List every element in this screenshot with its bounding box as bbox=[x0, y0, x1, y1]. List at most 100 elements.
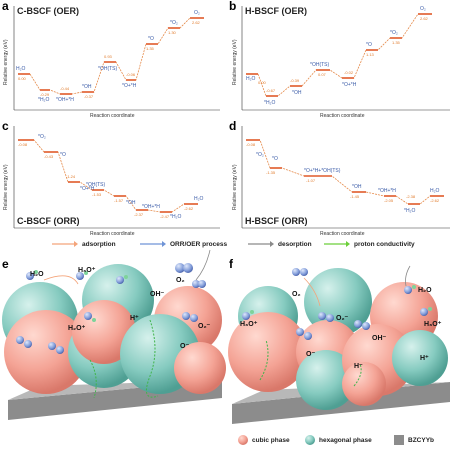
svg-text:-0.37: -0.37 bbox=[84, 94, 94, 99]
scene-f-molecules bbox=[242, 268, 432, 340]
svg-text:-2.47: -2.47 bbox=[160, 214, 170, 219]
panel-d-values: -0.08 -1.35 -1.07 -1.45 -2.05 -2.38 -2.6… bbox=[246, 142, 440, 203]
panel-c-state-7: *H₂O bbox=[170, 214, 181, 220]
svg-text:proton conductivity: proton conductivity bbox=[354, 241, 415, 248]
scene-e-label: O₂ bbox=[176, 277, 185, 284]
svg-text:-0.08: -0.08 bbox=[246, 142, 256, 147]
scene-e: e H₂O H₃O⁺ O₂ bbox=[2, 249, 226, 420]
panel-d-state-4: *OH bbox=[352, 184, 362, 190]
svg-text:2.62: 2.62 bbox=[420, 16, 429, 21]
panel-letter-a: a bbox=[2, 0, 9, 13]
panel-c-state-8: H₂O bbox=[194, 196, 204, 202]
panel-letter-b: b bbox=[229, 0, 236, 13]
svg-text:-1.45: -1.45 bbox=[350, 194, 360, 199]
svg-text:BZCYYb: BZCYYb bbox=[408, 437, 434, 444]
scene-f-adsorption-arrow bbox=[303, 277, 321, 307]
panel-c-xlabel: Reaction coordinate bbox=[90, 231, 135, 237]
panel-d-state-2: *O bbox=[272, 156, 278, 162]
scene-e-label: H⁺ bbox=[130, 315, 139, 322]
panel-a-state-3: *OH+*H bbox=[56, 97, 74, 103]
svg-text:-0.67: -0.67 bbox=[266, 88, 276, 93]
scene-e-o2 bbox=[175, 263, 185, 273]
panel-c: c C-BSCF (ORR) Relative energy (eV) Reac… bbox=[2, 119, 220, 237]
scene-f-label: H₂O bbox=[418, 287, 432, 294]
scene-f-proton-path bbox=[353, 363, 362, 387]
scene-e-proton-path bbox=[145, 319, 159, 398]
panel-d-state-6: *H₂O bbox=[404, 208, 415, 214]
panel-b-energy-path bbox=[246, 13, 432, 97]
svg-text:-1.35: -1.35 bbox=[266, 170, 276, 175]
scene-f-label: H₃O⁺ bbox=[240, 321, 258, 328]
panel-b-ylabel: Relative energy (eV) bbox=[232, 39, 238, 85]
panel-letter-e: e bbox=[2, 257, 9, 271]
svg-text:-0.44: -0.44 bbox=[60, 86, 70, 91]
panel-d: d H-BSCF (ORR) Relative energy (eV) Reac… bbox=[229, 119, 450, 237]
panel-letter-f: f bbox=[229, 257, 234, 271]
scene-f-label: OH⁻ bbox=[372, 335, 387, 342]
scene-e-desorption-arrow bbox=[195, 249, 211, 281]
panel-d-ylabel: Relative energy (eV) bbox=[232, 164, 238, 210]
panel-d-state-3: *O+*H+*OH(TS) bbox=[304, 168, 341, 174]
svg-text:-0.08: -0.08 bbox=[18, 142, 28, 147]
scene-e-label: H₂O bbox=[30, 271, 44, 278]
svg-text:-0.06: -0.06 bbox=[126, 72, 136, 77]
scene-f-cubic-sphere bbox=[342, 362, 386, 406]
phase-legend: cubic phase hexagonal phase BZCYYb bbox=[238, 435, 434, 445]
svg-text:ORR/OER process: ORR/OER process bbox=[170, 241, 227, 248]
scene-e-cubic-sphere bbox=[174, 342, 226, 394]
panel-a-state-5: *OH(TS) bbox=[98, 66, 118, 72]
scene-f-label: O₂ bbox=[292, 291, 301, 298]
panel-b-state-6: *O bbox=[366, 42, 372, 48]
scene-f-label: O₂⁻ bbox=[336, 315, 349, 322]
panel-a-state-9: O₂ bbox=[194, 10, 200, 16]
svg-text:-2.62: -2.62 bbox=[430, 198, 440, 203]
legend-desorption: desorption bbox=[248, 241, 312, 248]
panel-b-xlabel: Reaction coordinate bbox=[320, 113, 365, 119]
panel-a: a C-BSCF (OER) Relative energy (eV) Reac… bbox=[2, 0, 220, 119]
panel-a-values: 0.00 -0.29 -0.44 -0.37 0.93 -0.06 1.35 1… bbox=[18, 20, 201, 99]
scene-e-label: O⁻ bbox=[180, 343, 189, 350]
svg-text:-0.39: -0.39 bbox=[290, 78, 300, 83]
legend-orr-oer: ORR/OER process bbox=[140, 241, 227, 248]
panel-b-levels bbox=[246, 13, 432, 97]
panel-d-levels bbox=[246, 139, 444, 205]
panel-b-state-8: O₂ bbox=[420, 6, 426, 12]
scene-e-label: O₂⁻ bbox=[198, 323, 211, 330]
svg-text:1.35: 1.35 bbox=[146, 46, 155, 51]
panel-c-state-2: *O bbox=[60, 152, 66, 158]
panel-a-state-2: *H₂O bbox=[38, 97, 49, 103]
panel-a-xlabel: Reaction coordinate bbox=[90, 113, 135, 119]
scene-f: f O₂ H₂O H₃O⁺ O₂⁻ O⁻ OH⁻ H₃O⁺ H⁺ bbox=[228, 257, 450, 424]
scene-e-label: H₃O⁺ bbox=[78, 267, 96, 274]
panel-b-values: 0.00 -0.67 -0.39 0.07 -0.02 1.13 1.35 2.… bbox=[258, 16, 429, 93]
svg-text:-1.24: -1.24 bbox=[66, 174, 76, 179]
svg-text:-0.43: -0.43 bbox=[44, 154, 54, 159]
panel-d-state-7: H₂O bbox=[430, 188, 440, 194]
panel-a-levels bbox=[18, 17, 204, 95]
svg-text:-1.53: -1.53 bbox=[92, 192, 102, 197]
scene-f-desorption-arrow bbox=[405, 265, 411, 287]
panel-a-state-8: *O₂ bbox=[170, 20, 178, 26]
svg-text:-0.29: -0.29 bbox=[40, 92, 50, 97]
panel-a-state-7: *O bbox=[148, 36, 154, 42]
panel-letter-d: d bbox=[229, 119, 236, 133]
scene-f-proton-path bbox=[259, 339, 269, 381]
scene-e-label: H₂O⁺ bbox=[68, 325, 86, 332]
svg-text:desorption: desorption bbox=[278, 241, 312, 248]
svg-text:1.30: 1.30 bbox=[168, 30, 177, 35]
arrow-legend: adsorption ORR/OER process desorption pr… bbox=[52, 241, 415, 248]
panel-c-levels bbox=[18, 139, 198, 213]
panel-c-title: C-BSCF (ORR) bbox=[17, 216, 80, 226]
panel-b-state-2: *H₂O bbox=[264, 100, 275, 106]
panel-c-state-3: *O+*H bbox=[80, 186, 95, 192]
panel-b-state-1: H₂O bbox=[246, 76, 256, 82]
scene-f-label: O⁻ bbox=[306, 351, 315, 358]
svg-text:-0.02: -0.02 bbox=[344, 70, 354, 75]
scene-e-cubic-sphere bbox=[4, 310, 88, 394]
panel-c-state-5: *OH bbox=[126, 200, 136, 206]
panel-a-ylabel: Relative energy (eV) bbox=[3, 39, 9, 85]
panel-b-state-3: *OH bbox=[292, 90, 302, 96]
svg-text:-1.57: -1.57 bbox=[114, 198, 124, 203]
svg-text:-2.37: -2.37 bbox=[134, 212, 144, 217]
